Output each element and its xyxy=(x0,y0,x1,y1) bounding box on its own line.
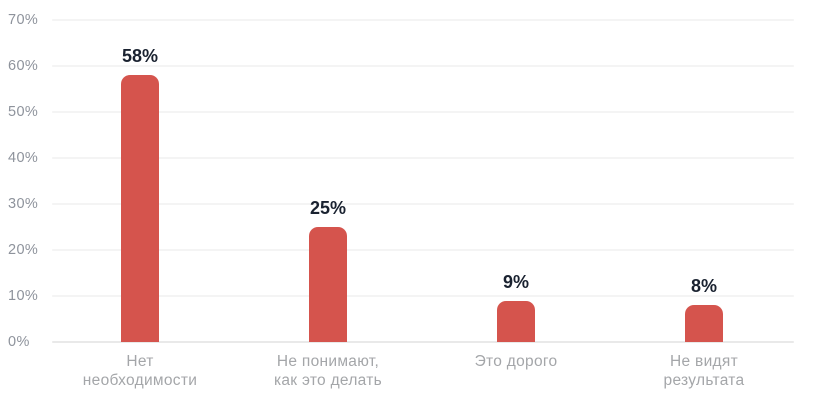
category-label: Это дорого xyxy=(474,353,558,370)
bar-group-ne-ponimayut: 25% xyxy=(234,20,422,342)
y-axis-tick: 30% xyxy=(8,196,39,212)
bar-group-eto-dorogo: 9% xyxy=(422,20,610,342)
bar-value-label: 9% xyxy=(502,271,529,292)
y-axis-tick: 50% xyxy=(8,104,39,120)
gridline xyxy=(52,19,794,21)
category-label: Не понимают, как это делать xyxy=(273,353,383,389)
y-axis-tick: 70% xyxy=(8,12,39,28)
category-label: Нет необходимости xyxy=(82,353,198,389)
bar-group-net-neobhodimosti: 58% xyxy=(46,20,234,342)
bar xyxy=(121,75,159,342)
y-axis-tick: 0% xyxy=(8,334,30,350)
y-axis-tick: 60% xyxy=(8,58,39,74)
y-axis-tick: 40% xyxy=(8,150,39,166)
bar-value-label: 58% xyxy=(121,46,159,67)
bar-value-label: 25% xyxy=(309,198,347,218)
bar-value-label: 8% xyxy=(690,276,717,297)
gridline xyxy=(52,249,794,251)
category-label: Не видят результата xyxy=(663,353,745,389)
x-axis-labels: Нет необходимости Не понимают, как это д… xyxy=(46,352,798,390)
gridline xyxy=(52,295,794,297)
bar-group-ne-vidyat-rezultata: 8% xyxy=(610,20,798,342)
bar xyxy=(309,227,347,342)
x-axis-baseline xyxy=(52,341,794,343)
bar xyxy=(497,300,535,342)
y-axis-tick: 20% xyxy=(8,242,39,258)
gridline xyxy=(52,111,794,113)
plot-area: 58% 25% 9% 8% xyxy=(46,20,798,342)
gridline xyxy=(52,157,794,159)
gridline xyxy=(52,203,794,205)
bar xyxy=(685,305,723,342)
y-axis-tick: 10% xyxy=(8,288,39,304)
gridline xyxy=(52,65,794,67)
